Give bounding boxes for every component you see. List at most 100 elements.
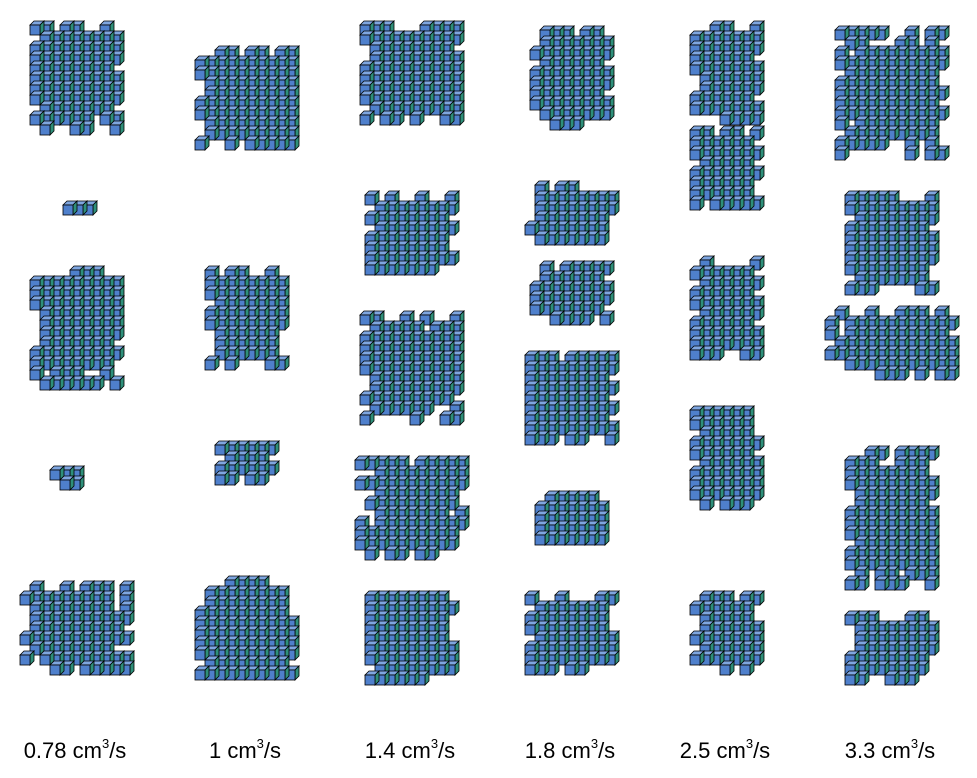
cube-front: [410, 415, 420, 425]
cube-front: [365, 655, 375, 665]
voxel-blob: [215, 441, 279, 485]
cube-front: [205, 360, 215, 370]
cube-front: [365, 195, 375, 205]
cube-front: [360, 395, 370, 405]
cube-front: [535, 535, 545, 545]
cube-front: [195, 140, 205, 150]
voxel-blobs: [20, 21, 959, 685]
cube-front: [525, 225, 535, 235]
cube-front: [440, 415, 450, 425]
voxel-blob: [690, 126, 764, 210]
cube-front: [355, 540, 365, 550]
cube-front: [60, 480, 70, 490]
cube-front: [925, 150, 935, 160]
cube-front: [690, 605, 700, 615]
cube-front: [385, 550, 395, 560]
cube-front: [605, 435, 615, 445]
cube-front: [905, 150, 915, 160]
cube-front: [700, 500, 710, 510]
cube-front: [245, 475, 255, 485]
cube-front: [365, 265, 375, 275]
voxel-blob: [205, 266, 289, 370]
cube-front: [245, 140, 255, 150]
cube-front: [690, 490, 700, 500]
voxel-blob: [690, 406, 764, 510]
cube-front: [380, 115, 390, 125]
voxel-blob: [20, 581, 134, 675]
cube-front: [530, 305, 540, 315]
cube-front: [365, 500, 375, 510]
voxel-blob: [365, 191, 459, 275]
voxel-blob: [63, 201, 97, 215]
cube-front: [525, 595, 535, 605]
cube-front: [70, 125, 80, 135]
cube-front: [63, 205, 73, 215]
cube-front: [690, 150, 700, 160]
voxel-blob: [365, 591, 459, 685]
cube-front: [360, 415, 370, 425]
cube-front: [530, 50, 540, 60]
cube-front: [30, 95, 40, 105]
cube-front: [360, 115, 370, 125]
cube-front: [690, 270, 700, 280]
cube-front: [365, 215, 375, 225]
cube-front: [690, 420, 700, 430]
voxel-blob: [355, 456, 469, 560]
cube-front: [225, 360, 235, 370]
voxel-blob: [845, 191, 939, 295]
cube-front: [50, 470, 60, 480]
cube-front: [30, 300, 40, 310]
cube-front: [740, 350, 750, 360]
voxel-blob: [535, 491, 609, 545]
voxel-blob: [690, 591, 764, 675]
cube-front: [690, 350, 700, 360]
cube-front: [50, 665, 60, 675]
cube-front: [845, 205, 855, 215]
figure: 0.78 cm3/s1 cm3/s1.4 cm3/s1.8 cm3/s2.5 c…: [0, 0, 977, 778]
cube-front: [40, 125, 50, 135]
voxel-blob: [835, 26, 949, 160]
cube-front: [30, 115, 40, 125]
cube-front: [20, 655, 30, 665]
cube-front: [30, 370, 40, 380]
cube-front: [365, 550, 375, 560]
cube-front: [40, 380, 50, 390]
cube-front: [740, 665, 750, 675]
voxel-blob: [525, 351, 619, 445]
voxel-blob: [525, 591, 619, 675]
cube-front: [690, 635, 700, 645]
cube-front: [440, 115, 450, 125]
voxel-blob: [360, 311, 464, 425]
cube-front: [415, 550, 425, 560]
cube-front: [835, 120, 845, 130]
cube-front: [550, 120, 560, 130]
cube-front: [215, 445, 225, 455]
cube-front: [720, 115, 730, 125]
cube-front: [205, 290, 215, 300]
cube-front: [30, 25, 40, 35]
voxel-blob: [530, 26, 614, 130]
cube-front: [360, 35, 370, 45]
voxel-blob: [195, 576, 299, 680]
voxel-blob: [690, 256, 764, 360]
cube-front: [205, 320, 215, 330]
cube-front: [565, 665, 575, 675]
voxel-blob: [30, 266, 124, 390]
cube-front: [835, 60, 845, 70]
cube-front: [525, 625, 535, 635]
cube-front: [355, 460, 365, 470]
cube-front: [265, 360, 275, 370]
voxel-blob: [30, 21, 124, 135]
cube-front: [690, 200, 700, 210]
cube-front: [530, 100, 540, 110]
cube-front: [720, 665, 730, 675]
voxel-blob: [360, 21, 464, 125]
cube-front: [80, 665, 90, 675]
cube-front: [110, 380, 120, 390]
cube-front: [360, 365, 370, 375]
cube-front: [690, 105, 700, 115]
cube-front: [720, 500, 730, 510]
cube-front: [195, 110, 205, 120]
cube-front: [690, 300, 700, 310]
cube-front: [690, 65, 700, 75]
